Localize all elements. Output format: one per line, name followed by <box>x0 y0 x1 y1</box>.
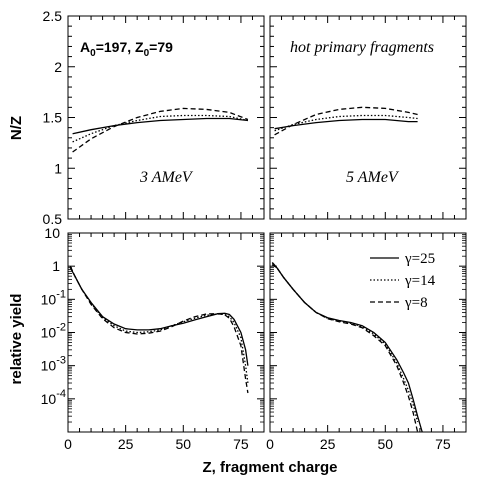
y-tick-label: 10-1 <box>41 288 66 307</box>
x-tick-label: 75 <box>233 436 249 452</box>
y-axis-label-bottom: relative yield <box>8 294 25 385</box>
y-tick-label: 1.5 <box>43 110 63 126</box>
y-axis-label-top: N/Z <box>8 116 25 140</box>
y-tick-label: 10 <box>44 225 60 241</box>
y-tick-label: 10-4 <box>41 388 66 407</box>
panel-frame-bottom-right <box>269 232 467 433</box>
x-tick-label: 50 <box>176 436 192 452</box>
series-line-bottom-right-2 <box>271 261 419 433</box>
y-tick-label: 2.5 <box>43 8 63 24</box>
y-tick-label: 10-3 <box>41 355 66 374</box>
series-line-top-left-2 <box>72 107 249 153</box>
panel-title-hot-fragments: hot primary fragments <box>290 39 434 56</box>
series-line-top-right-0 <box>274 118 418 130</box>
x-tick-label: 25 <box>118 436 134 452</box>
series-line-top-right-2 <box>274 106 418 136</box>
series-line-bottom-right-0 <box>271 264 423 433</box>
legend-label-gamma8: γ=8 <box>404 295 428 311</box>
y-tick-label: 1 <box>54 160 62 176</box>
x-tick-label: 75 <box>435 436 451 452</box>
series-line-bottom-left-1 <box>69 266 249 384</box>
legend-label-gamma14: γ=14 <box>404 273 436 289</box>
energy-label-3: 3 AMeV <box>139 169 194 186</box>
y-tick-label: 2 <box>54 59 62 75</box>
x-tick-label: 50 <box>378 436 394 452</box>
series-line-bottom-left-2 <box>69 265 249 394</box>
nucleus-annotation: A0=197, Z0=79 <box>80 39 173 59</box>
x-tick-label: 0 <box>266 436 274 452</box>
x-axis-label: Z, fragment charge <box>202 459 337 476</box>
energy-label-5: 5 AMeV <box>346 169 400 186</box>
y-tick-label: 10-2 <box>41 322 66 341</box>
y-tick-label: 0.5 <box>43 211 63 227</box>
legend-label-gamma25: γ=25 <box>404 251 435 267</box>
x-tick-label: 0 <box>64 436 72 452</box>
panel-frame-bottom-left <box>67 232 265 433</box>
series-line-bottom-right-1 <box>271 263 419 423</box>
series-line-top-left-0 <box>72 117 248 135</box>
series-line-top-right-1 <box>274 114 418 132</box>
series-line-bottom-left-0 <box>69 267 249 366</box>
x-tick-label: 25 <box>320 436 336 452</box>
legend: γ=25 γ=14 γ=8 <box>370 251 436 311</box>
series-line-top-left-1 <box>72 114 249 143</box>
y-tick-label: 1 <box>52 258 60 274</box>
